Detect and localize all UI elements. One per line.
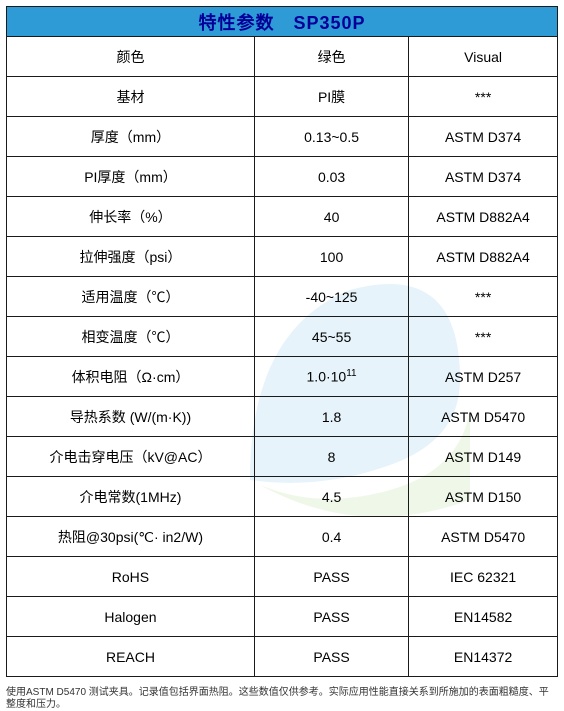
value-cell: 1.8 bbox=[254, 397, 408, 437]
table-row: 伸长率（%）40ASTM D882A4 bbox=[7, 197, 558, 237]
table-row: 介电击穿电压（kV@AC）8ASTM D149 bbox=[7, 437, 558, 477]
table-row: 相变温度（℃）45~55*** bbox=[7, 317, 558, 357]
table-row: 体积电阻（Ω·cm）1.0·1011ASTM D257 bbox=[7, 357, 558, 397]
param-cell: Halogen bbox=[7, 597, 255, 637]
footnote-text: 使用ASTM D5470 测试夹具。记录值包括界面热阻。这些数值仅供参考。实际应… bbox=[0, 683, 564, 711]
value-cell: 0.4 bbox=[254, 517, 408, 557]
method-cell: *** bbox=[409, 317, 558, 357]
method-cell: ASTM D149 bbox=[409, 437, 558, 477]
method-cell: ASTM D150 bbox=[409, 477, 558, 517]
table-row: 适用温度（℃）-40~125*** bbox=[7, 277, 558, 317]
method-cell: ASTM D882A4 bbox=[409, 197, 558, 237]
value-cell: 40 bbox=[254, 197, 408, 237]
value-cell: PASS bbox=[254, 637, 408, 677]
table-title: 特性参数 SP350P bbox=[7, 7, 558, 37]
param-cell: PI厚度（mm） bbox=[7, 157, 255, 197]
table-row: HalogenPASSEN14582 bbox=[7, 597, 558, 637]
value-cell: 4.5 bbox=[254, 477, 408, 517]
param-cell: 介电常数(1MHz) bbox=[7, 477, 255, 517]
table-row: 拉伸强度（psi）100ASTM D882A4 bbox=[7, 237, 558, 277]
value-cell: PASS bbox=[254, 557, 408, 597]
param-cell: 适用温度（℃） bbox=[7, 277, 255, 317]
table-row: RoHSPASSIEC 62321 bbox=[7, 557, 558, 597]
value-cell: PI膜 bbox=[254, 77, 408, 117]
param-cell: 基材 bbox=[7, 77, 255, 117]
param-cell: 颜色 bbox=[7, 37, 255, 77]
param-cell: 导热系数 (W/(m·K)) bbox=[7, 397, 255, 437]
param-cell: 介电击穿电压（kV@AC） bbox=[7, 437, 255, 477]
method-cell: ASTM D882A4 bbox=[409, 237, 558, 277]
value-cell: 绿色 bbox=[254, 37, 408, 77]
param-cell: 厚度（mm） bbox=[7, 117, 255, 157]
table-row: 基材PI膜*** bbox=[7, 77, 558, 117]
value-cell: 100 bbox=[254, 237, 408, 277]
method-cell: EN14372 bbox=[409, 637, 558, 677]
param-cell: 体积电阻（Ω·cm） bbox=[7, 357, 255, 397]
method-cell: Visual bbox=[409, 37, 558, 77]
param-cell: 拉伸强度（psi） bbox=[7, 237, 255, 277]
value-cell: 0.03 bbox=[254, 157, 408, 197]
param-cell: RoHS bbox=[7, 557, 255, 597]
table-row: 颜色绿色Visual bbox=[7, 37, 558, 77]
param-cell: REACH bbox=[7, 637, 255, 677]
value-cell: 1.0·1011 bbox=[254, 357, 408, 397]
param-cell: 伸长率（%） bbox=[7, 197, 255, 237]
table-header-row: 特性参数 SP350P bbox=[7, 7, 558, 37]
method-cell: ASTM D374 bbox=[409, 157, 558, 197]
spec-table: 特性参数 SP350P 颜色绿色Visual基材PI膜***厚度（mm）0.13… bbox=[6, 6, 558, 677]
table-row: 导热系数 (W/(m·K))1.8ASTM D5470 bbox=[7, 397, 558, 437]
table-row: PI厚度（mm）0.03ASTM D374 bbox=[7, 157, 558, 197]
method-cell: *** bbox=[409, 277, 558, 317]
value-cell: 8 bbox=[254, 437, 408, 477]
table-row: 介电常数(1MHz)4.5ASTM D150 bbox=[7, 477, 558, 517]
method-cell: ASTM D374 bbox=[409, 117, 558, 157]
table-row: 热阻@30psi(℃· in2/W)0.4ASTM D5470 bbox=[7, 517, 558, 557]
value-cell: 0.13~0.5 bbox=[254, 117, 408, 157]
value-cell: 45~55 bbox=[254, 317, 408, 357]
table-row: 厚度（mm）0.13~0.5ASTM D374 bbox=[7, 117, 558, 157]
method-cell: EN14582 bbox=[409, 597, 558, 637]
value-cell: -40~125 bbox=[254, 277, 408, 317]
value-cell: PASS bbox=[254, 597, 408, 637]
param-cell: 相变温度（℃） bbox=[7, 317, 255, 357]
method-cell: ASTM D5470 bbox=[409, 517, 558, 557]
method-cell: ASTM D257 bbox=[409, 357, 558, 397]
table-body: 颜色绿色Visual基材PI膜***厚度（mm）0.13~0.5ASTM D37… bbox=[7, 37, 558, 677]
method-cell: *** bbox=[409, 77, 558, 117]
method-cell: IEC 62321 bbox=[409, 557, 558, 597]
param-cell: 热阻@30psi(℃· in2/W) bbox=[7, 517, 255, 557]
method-cell: ASTM D5470 bbox=[409, 397, 558, 437]
spec-table-container: 特性参数 SP350P 颜色绿色Visual基材PI膜***厚度（mm）0.13… bbox=[0, 0, 564, 683]
table-row: REACHPASSEN14372 bbox=[7, 637, 558, 677]
